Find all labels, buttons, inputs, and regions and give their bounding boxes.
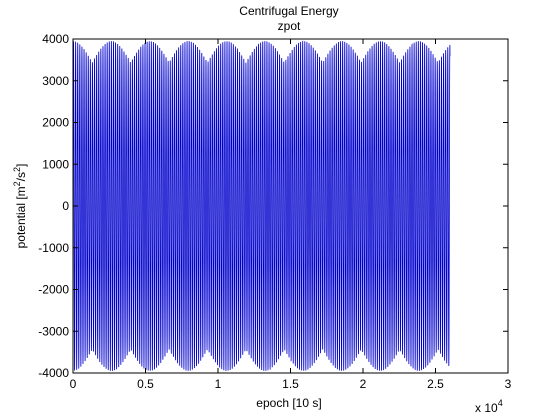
x-tick-label: 2: [360, 377, 367, 391]
x-tick-label: 0: [70, 377, 77, 391]
x-tick-label: 1.5: [282, 377, 299, 391]
y-label-superscript-1: 2: [12, 181, 22, 186]
y-tick-label: 2000: [42, 116, 69, 130]
y-label-end: ]: [14, 164, 28, 167]
y-tick-label: 3000: [42, 74, 69, 88]
series-line-1: [72, 40, 451, 372]
x-tick-label: 0.5: [137, 377, 154, 391]
y-label-middle: /s: [14, 172, 28, 181]
x-multiplier-exponent: 4: [498, 398, 503, 408]
plot-frame: [72, 38, 509, 374]
x-tick-label: 1: [215, 377, 222, 391]
y-tick-label: -3000: [38, 324, 69, 338]
y-label-superscript-2: 2: [12, 167, 22, 172]
x-multiplier-base: x 10: [475, 401, 498, 415]
x-tick-label: 3: [505, 377, 512, 391]
y-tick-label: -2000: [38, 283, 69, 297]
series-group: [72, 40, 451, 372]
y-tick-label: -1000: [38, 241, 69, 255]
chart-subtitle: zpot: [278, 19, 301, 33]
x-tick-label: 2.5: [427, 377, 444, 391]
y-axis-label: potential [m2/s2]: [12, 164, 28, 249]
x-axis-multiplier: x 104: [475, 398, 503, 415]
x-axis-ticks: 0 0.5 1 1.5 2 2.5 3: [70, 39, 512, 391]
y-tick-label: -4000: [38, 366, 69, 380]
y-tick-label: 4000: [42, 32, 69, 46]
y-tick-label: 1000: [42, 157, 69, 171]
y-axis-ticks: -4000 -3000 -2000 -1000 0 1000 2000 3000 4000: [38, 32, 508, 380]
x-axis-label: epoch [10 s]: [256, 396, 321, 410]
y-tick-label: 0: [62, 199, 69, 213]
chart-title: Centrifugal Energy: [239, 4, 338, 18]
y-label-main: potential [m: [14, 186, 28, 248]
